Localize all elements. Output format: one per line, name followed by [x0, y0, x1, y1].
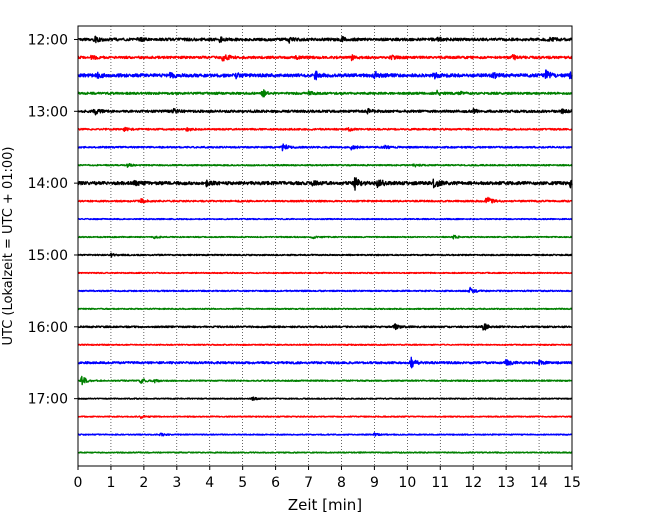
seismogram-trace — [77, 126, 573, 132]
seismogram-trace — [77, 252, 573, 258]
seismogram-trace — [77, 69, 573, 81]
x-tick-label: 9 — [370, 475, 379, 491]
x-tick-label: 4 — [205, 475, 214, 491]
seismogram-trace — [77, 286, 573, 294]
seismogram-trace — [77, 451, 573, 454]
seismogram-trace — [77, 356, 573, 369]
seismogram-trace — [77, 432, 573, 437]
y-tick-label: 16:00 — [28, 320, 68, 336]
x-tick-label: 3 — [172, 475, 181, 491]
seismogram-trace — [77, 307, 573, 311]
x-tick-label: 8 — [337, 475, 346, 491]
x-tick-label: 5 — [238, 475, 247, 491]
seismogram-trace — [77, 343, 573, 346]
seismogram-trace — [77, 162, 573, 168]
x-axis: 0 1 2 3 4 5 6 7 8 9 10 11 12 13 14 15 — [74, 466, 581, 491]
x-tick-label: 12 — [464, 475, 482, 491]
y-axis: 12:00 13:00 14:00 15:00 16:00 17:00 — [28, 32, 78, 408]
seismogram-trace — [77, 234, 573, 240]
seismogram-trace — [77, 323, 573, 331]
y-axis-title: UTC (Lokalzeit = UTC + 01:00) — [1, 147, 16, 346]
x-tick-label: 2 — [139, 475, 148, 491]
trace-group — [77, 35, 573, 454]
seismogram-trace — [77, 177, 573, 191]
seismogram-trace — [77, 415, 573, 420]
x-tick-label: 10 — [398, 475, 416, 491]
seismogram-trace — [77, 35, 573, 44]
x-tick-label: 6 — [271, 475, 280, 491]
x-tick-label: 15 — [563, 475, 581, 491]
y-tick-label: 17:00 — [28, 392, 68, 408]
x-tick-label: 0 — [74, 475, 83, 491]
seismogram-trace — [77, 196, 573, 204]
seismogram-trace — [77, 271, 573, 275]
x-grid — [110, 26, 540, 466]
y-tick-label: 14:00 — [28, 176, 68, 192]
y-tick-label: 15:00 — [28, 248, 68, 264]
seismogram-trace — [77, 54, 573, 62]
x-tick-label: 13 — [497, 475, 515, 491]
x-axis-title: Zeit [min] — [288, 496, 362, 514]
x-tick-label: 7 — [304, 475, 313, 491]
seismogram-trace — [77, 89, 573, 98]
seismogram-trace — [77, 396, 573, 401]
y-tick-label: 13:00 — [28, 104, 68, 120]
seismogram-trace — [77, 217, 573, 221]
seismogram-trace — [77, 375, 573, 386]
seismogram-trace — [77, 107, 573, 116]
x-tick-label: 14 — [530, 475, 548, 491]
y-tick-label: 12:00 — [28, 32, 68, 48]
x-tick-label: 11 — [431, 475, 449, 491]
x-tick-label: 1 — [106, 475, 115, 491]
plot-frame — [77, 25, 573, 467]
seismogram-trace — [77, 143, 573, 152]
